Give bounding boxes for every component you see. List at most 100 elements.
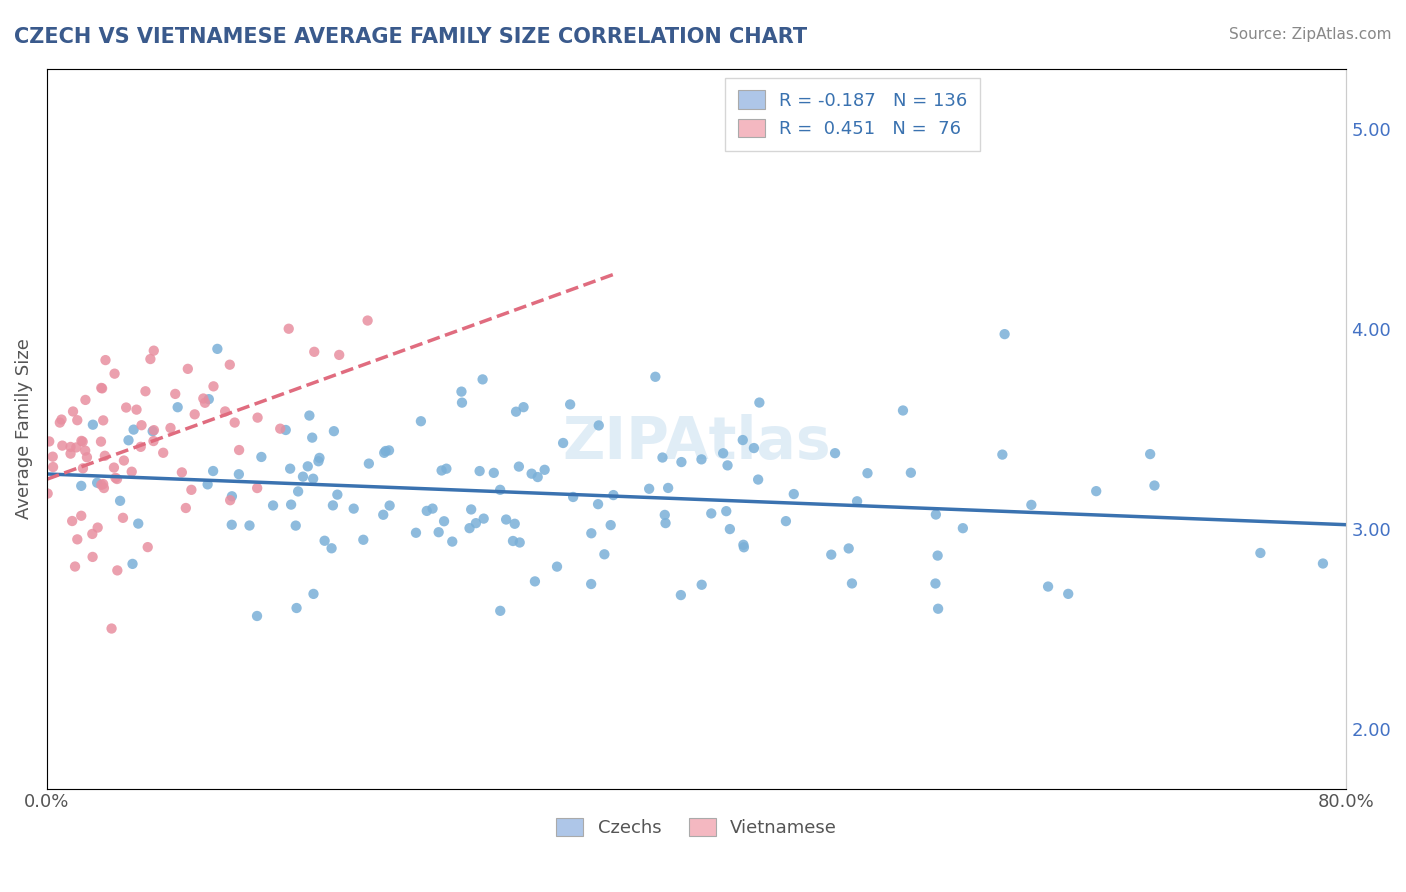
Point xyxy=(378,443,401,458)
Point xyxy=(152,446,174,460)
Point xyxy=(82,527,104,541)
Point xyxy=(427,525,450,540)
Point xyxy=(322,424,344,438)
Point xyxy=(357,457,380,471)
Point xyxy=(91,381,114,395)
Point xyxy=(991,448,1014,462)
Point xyxy=(1021,498,1043,512)
Point xyxy=(343,501,366,516)
Point xyxy=(75,392,97,407)
Point xyxy=(775,514,797,528)
Point xyxy=(716,504,738,518)
Point xyxy=(533,463,555,477)
Point xyxy=(1085,484,1108,499)
Point xyxy=(495,512,517,526)
Point xyxy=(115,401,138,415)
Point xyxy=(246,609,269,624)
Point xyxy=(508,459,530,474)
Point xyxy=(322,499,344,513)
Point xyxy=(326,488,349,502)
Point xyxy=(262,499,284,513)
Point xyxy=(731,433,754,447)
Text: ZIPAtlas: ZIPAtlas xyxy=(562,415,831,472)
Point xyxy=(441,534,464,549)
Point xyxy=(269,422,291,436)
Point xyxy=(94,449,117,463)
Point xyxy=(60,514,83,528)
Point xyxy=(314,533,336,548)
Point xyxy=(63,559,86,574)
Point xyxy=(66,533,89,547)
Y-axis label: Average Family Size: Average Family Size xyxy=(15,338,32,519)
Point xyxy=(221,517,243,532)
Point xyxy=(824,446,846,460)
Point xyxy=(111,511,134,525)
Point xyxy=(430,463,453,477)
Point xyxy=(526,470,548,484)
Point xyxy=(274,423,297,437)
Point xyxy=(224,416,246,430)
Point xyxy=(174,500,197,515)
Point xyxy=(405,525,427,540)
Point xyxy=(1036,580,1059,594)
Point xyxy=(586,497,609,511)
Point xyxy=(72,434,94,449)
Point xyxy=(356,313,378,327)
Point xyxy=(1312,557,1334,571)
Point xyxy=(105,563,128,577)
Point xyxy=(219,493,242,508)
Point xyxy=(280,498,302,512)
Point xyxy=(671,455,693,469)
Point xyxy=(690,452,713,467)
Point xyxy=(924,576,946,591)
Point xyxy=(103,367,125,381)
Point xyxy=(952,521,974,535)
Point xyxy=(502,534,524,549)
Point xyxy=(644,369,666,384)
Point xyxy=(523,574,546,589)
Point xyxy=(228,467,250,482)
Point xyxy=(460,502,482,516)
Point xyxy=(509,535,531,549)
Point xyxy=(464,516,486,531)
Point xyxy=(308,450,330,465)
Point xyxy=(651,450,673,465)
Point xyxy=(602,488,624,502)
Point xyxy=(433,514,456,528)
Point xyxy=(1249,546,1271,560)
Point xyxy=(70,508,93,523)
Point xyxy=(298,409,321,423)
Point xyxy=(321,541,343,556)
Point xyxy=(51,439,73,453)
Point xyxy=(117,434,139,448)
Legend: Czechs, Vietnamese: Czechs, Vietnamese xyxy=(550,811,844,845)
Point xyxy=(238,518,260,533)
Point xyxy=(122,423,145,437)
Point xyxy=(38,434,60,449)
Point xyxy=(159,421,181,435)
Point xyxy=(546,559,568,574)
Point xyxy=(927,601,949,615)
Point xyxy=(72,461,94,475)
Point xyxy=(37,486,59,500)
Text: CZECH VS VIETNAMESE AVERAGE FAMILY SIZE CORRELATION CHART: CZECH VS VIETNAMESE AVERAGE FAMILY SIZE … xyxy=(14,27,807,46)
Point xyxy=(422,501,444,516)
Point xyxy=(374,444,396,458)
Point xyxy=(450,384,472,399)
Point xyxy=(579,577,602,591)
Point xyxy=(505,405,527,419)
Point xyxy=(277,322,299,336)
Point xyxy=(214,404,236,418)
Point xyxy=(588,418,610,433)
Point xyxy=(51,412,73,426)
Point xyxy=(75,443,97,458)
Point xyxy=(91,477,114,491)
Point xyxy=(409,414,432,428)
Point xyxy=(747,473,769,487)
Point xyxy=(458,521,481,535)
Point xyxy=(142,424,165,438)
Point xyxy=(520,467,543,481)
Point xyxy=(994,327,1017,342)
Point xyxy=(228,443,250,458)
Point xyxy=(700,507,723,521)
